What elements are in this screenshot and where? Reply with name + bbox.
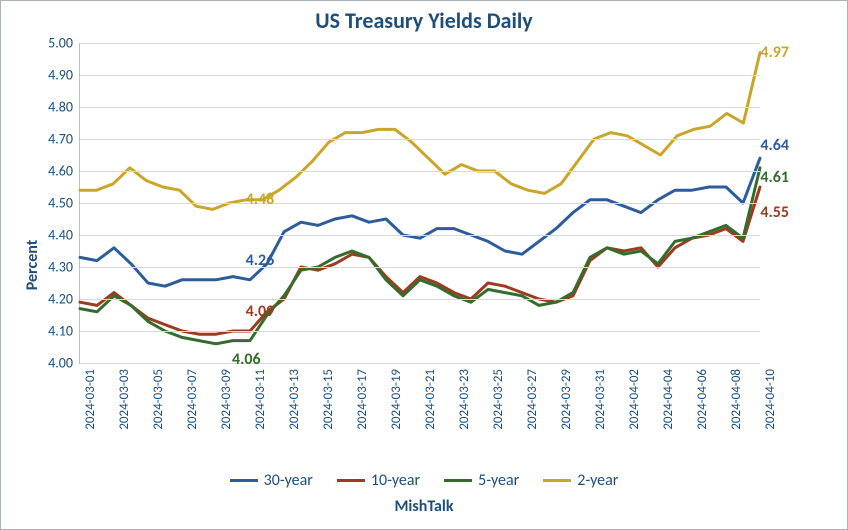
chart-subtitle: MishTalk (1, 497, 847, 516)
callout-30-year: 4.26 (246, 251, 275, 270)
x-tick-label: 2024-03-09 (219, 369, 234, 430)
x-tick-label: 2024-03-21 (423, 369, 438, 430)
y-tick-label: 4.50 (29, 195, 73, 212)
x-tick-label: 2024-03-03 (117, 369, 132, 430)
x-tick-label: 2024-04-04 (661, 369, 676, 430)
y-tick-label: 4.10 (29, 323, 73, 340)
x-tick-label: 2024-03-15 (321, 369, 336, 430)
legend-label: 5-year (478, 471, 519, 490)
y-tick-label: 5.00 (29, 35, 73, 52)
legend: 30-year 10-year 5-year 2-year (1, 471, 847, 490)
gridline (80, 363, 760, 364)
legend-label: 30-year (264, 471, 313, 490)
legend-label: 2-year (577, 471, 618, 490)
gridline (80, 43, 760, 44)
x-tick-label: 2024-04-08 (729, 369, 744, 430)
gridline (80, 107, 760, 108)
gridline (80, 203, 760, 204)
x-tick-label: 2024-03-05 (151, 369, 166, 430)
callout-2-year: 4.97 (760, 43, 789, 62)
plot-area (79, 43, 760, 364)
y-tick-label: 4.40 (29, 227, 73, 244)
legend-swatch (230, 479, 258, 482)
legend-item-2-year: 2-year (543, 471, 618, 490)
y-tick-label: 4.30 (29, 259, 73, 276)
gridline (80, 171, 760, 172)
x-tick-label: 2024-03-13 (287, 369, 302, 430)
x-tick-label: 2024-03-27 (525, 369, 540, 430)
gridline (80, 75, 760, 76)
legend-label: 10-year (371, 471, 420, 490)
legend-swatch (444, 479, 472, 482)
x-tick-label: 2024-03-23 (457, 369, 472, 430)
gridline (80, 139, 760, 140)
x-tick-label: 2024-03-17 (355, 369, 370, 430)
chart-title: US Treasury Yields Daily (1, 7, 847, 34)
legend-swatch (543, 479, 571, 482)
y-tick-label: 4.00 (29, 355, 73, 372)
gridline (80, 235, 760, 236)
legend-item-10-year: 10-year (337, 471, 420, 490)
chart-container: US Treasury Yields Daily Percent 4.004.1… (0, 0, 848, 530)
series-line-2-year (80, 53, 760, 210)
x-tick-label: 2024-03-25 (491, 369, 506, 430)
x-tick-label: 2024-04-10 (763, 369, 778, 430)
legend-swatch (337, 479, 365, 482)
legend-item-30-year: 30-year (230, 471, 313, 490)
gridline (80, 267, 760, 268)
gridline (80, 331, 760, 332)
x-tick-label: 2024-04-02 (627, 369, 642, 430)
x-tick-label: 2024-03-01 (83, 369, 98, 430)
y-tick-label: 4.80 (29, 99, 73, 116)
x-tick-label: 2024-03-07 (185, 369, 200, 430)
y-tick-label: 4.90 (29, 67, 73, 84)
callout-10-year: 4.09 (246, 302, 275, 321)
callout-2-year: 4.48 (246, 190, 275, 209)
x-tick-label: 2024-03-19 (389, 369, 404, 430)
y-tick-label: 4.60 (29, 163, 73, 180)
series-line-5-year (80, 168, 760, 344)
callout-10-year: 4.55 (760, 203, 789, 222)
y-tick-label: 4.70 (29, 131, 73, 148)
x-tick-label: 2024-03-11 (253, 369, 268, 430)
callout-5-year: 4.61 (760, 168, 789, 187)
y-tick-label: 4.20 (29, 291, 73, 308)
callout-5-year: 4.06 (232, 350, 261, 369)
x-tick-label: 2024-03-29 (559, 369, 574, 430)
series-line-10-year (80, 187, 760, 334)
x-tick-label: 2024-03-31 (593, 369, 608, 430)
gridline (80, 299, 760, 300)
legend-item-5-year: 5-year (444, 471, 519, 490)
callout-30-year: 4.64 (760, 136, 789, 155)
x-tick-label: 2024-04-06 (695, 369, 710, 430)
